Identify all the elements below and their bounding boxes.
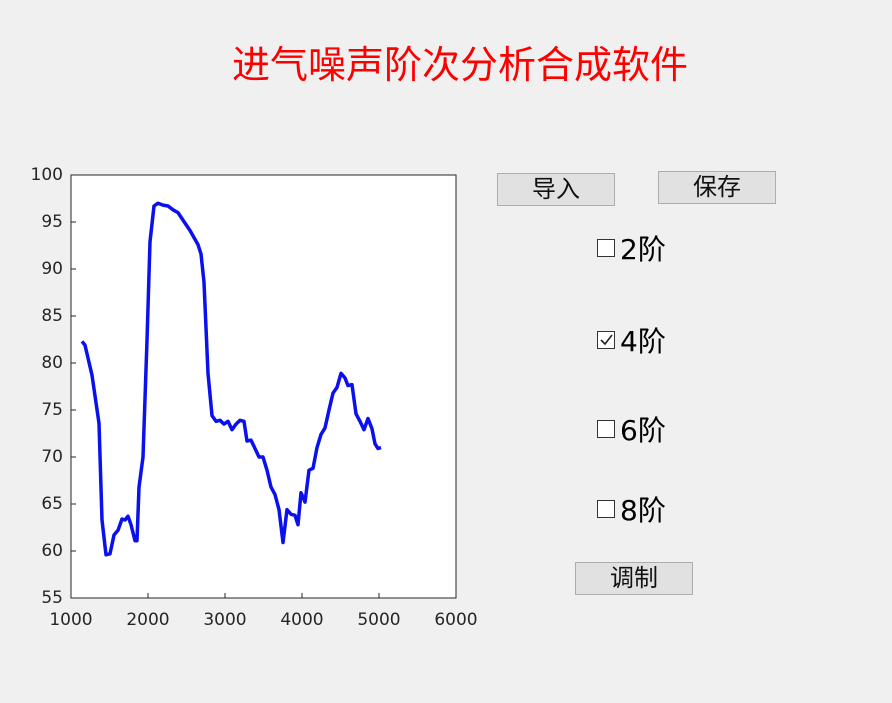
- data-line: [80, 201, 382, 557]
- checkbox-box[interactable]: [597, 420, 615, 438]
- order-checkbox[interactable]: 4阶: [597, 323, 666, 358]
- plot-area: [70, 174, 457, 599]
- check-mark: [600, 334, 613, 346]
- y-tick-label: 75: [41, 400, 63, 420]
- y-tick-label: 85: [41, 306, 63, 326]
- modulate-button[interactable]: 调制: [575, 562, 693, 595]
- x-tick-label: 6000: [434, 610, 477, 630]
- y-tick-label: 55: [41, 588, 63, 608]
- checkbox-box[interactable]: [597, 331, 615, 349]
- x-tick-label: 5000: [357, 610, 400, 630]
- x-tick-label: 4000: [280, 610, 323, 630]
- y-tick-label: 70: [41, 447, 63, 467]
- y-tick-label: 95: [41, 212, 63, 232]
- x-tick-label: 3000: [203, 610, 246, 630]
- checkbox-label: 8阶: [620, 494, 666, 527]
- y-tick-label: 80: [41, 353, 63, 373]
- y-tick-label: 60: [41, 541, 63, 561]
- checkbox-label: 4阶: [620, 325, 666, 358]
- checkbox-label: 6阶: [620, 414, 666, 447]
- x-tick-label: 2000: [126, 610, 169, 630]
- checkbox-box[interactable]: [597, 500, 615, 518]
- order-checkbox[interactable]: 6阶: [597, 412, 666, 447]
- order-checkbox[interactable]: 8阶: [597, 492, 666, 527]
- order-checkbox[interactable]: 2阶: [597, 231, 666, 266]
- save-button[interactable]: 保存: [658, 171, 776, 204]
- x-tick-label: 1000: [49, 610, 92, 630]
- y-tick-label: 100: [31, 165, 63, 185]
- checkbox-box[interactable]: [597, 239, 615, 257]
- y-tick-label: 65: [41, 494, 63, 514]
- import-button[interactable]: 导入: [497, 173, 615, 206]
- y-tick-label: 90: [41, 259, 63, 279]
- app-title: 进气噪声阶次分析合成软件: [231, 43, 688, 87]
- checkbox-label: 2阶: [620, 233, 666, 266]
